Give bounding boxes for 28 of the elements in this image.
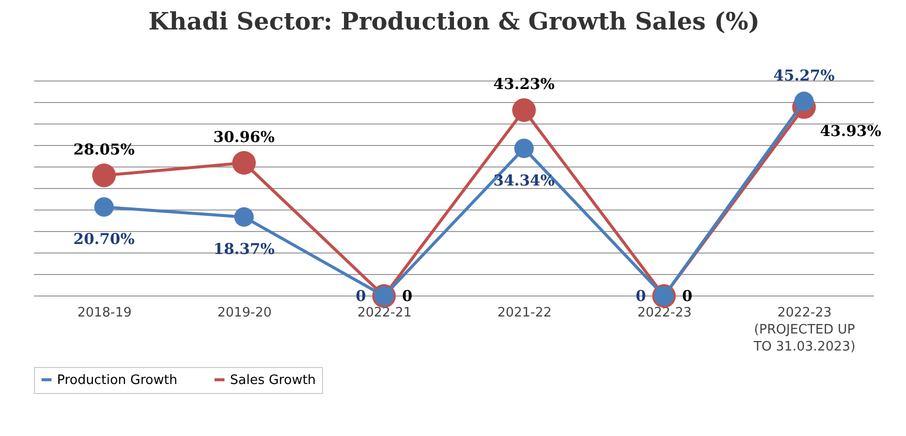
x-tick-label: 2021-22 [497,306,552,320]
x-tick-label: 2022-23 [637,306,692,320]
point [794,92,814,112]
data-label: 0 [402,287,412,305]
x-tick-label: 2022-23 (PROJECTED UP TO 31.03.2023) [752,306,856,354]
data-label: 0 [356,287,366,305]
data-label: 18.37% [213,240,275,258]
legend-label: Production Growth [57,372,178,388]
point [234,207,254,227]
data-label: 43.93% [820,122,882,140]
data-label: 45.27% [773,66,835,84]
data-label: 0 [682,287,692,305]
point [92,164,116,188]
chart-title: Khadi Sector: Production & Growth Sales (%) [148,6,760,36]
data-label: 34.34% [493,171,555,190]
x-tick-label: 2022-21 [357,306,412,320]
point [514,138,534,158]
data-label: 30.96% [213,128,275,146]
data-label: 20.70% [73,230,135,248]
x-tick-label: 2019-20 [217,306,272,320]
point [232,151,256,175]
data-label: 0 [636,287,646,305]
x-tick-label: 2018-19 [77,306,132,320]
data-label: 43.23% [493,75,555,94]
point [512,98,536,122]
legend-label: Sales Growth [230,372,316,388]
point [94,197,114,217]
data-label: 28.05% [73,140,135,158]
